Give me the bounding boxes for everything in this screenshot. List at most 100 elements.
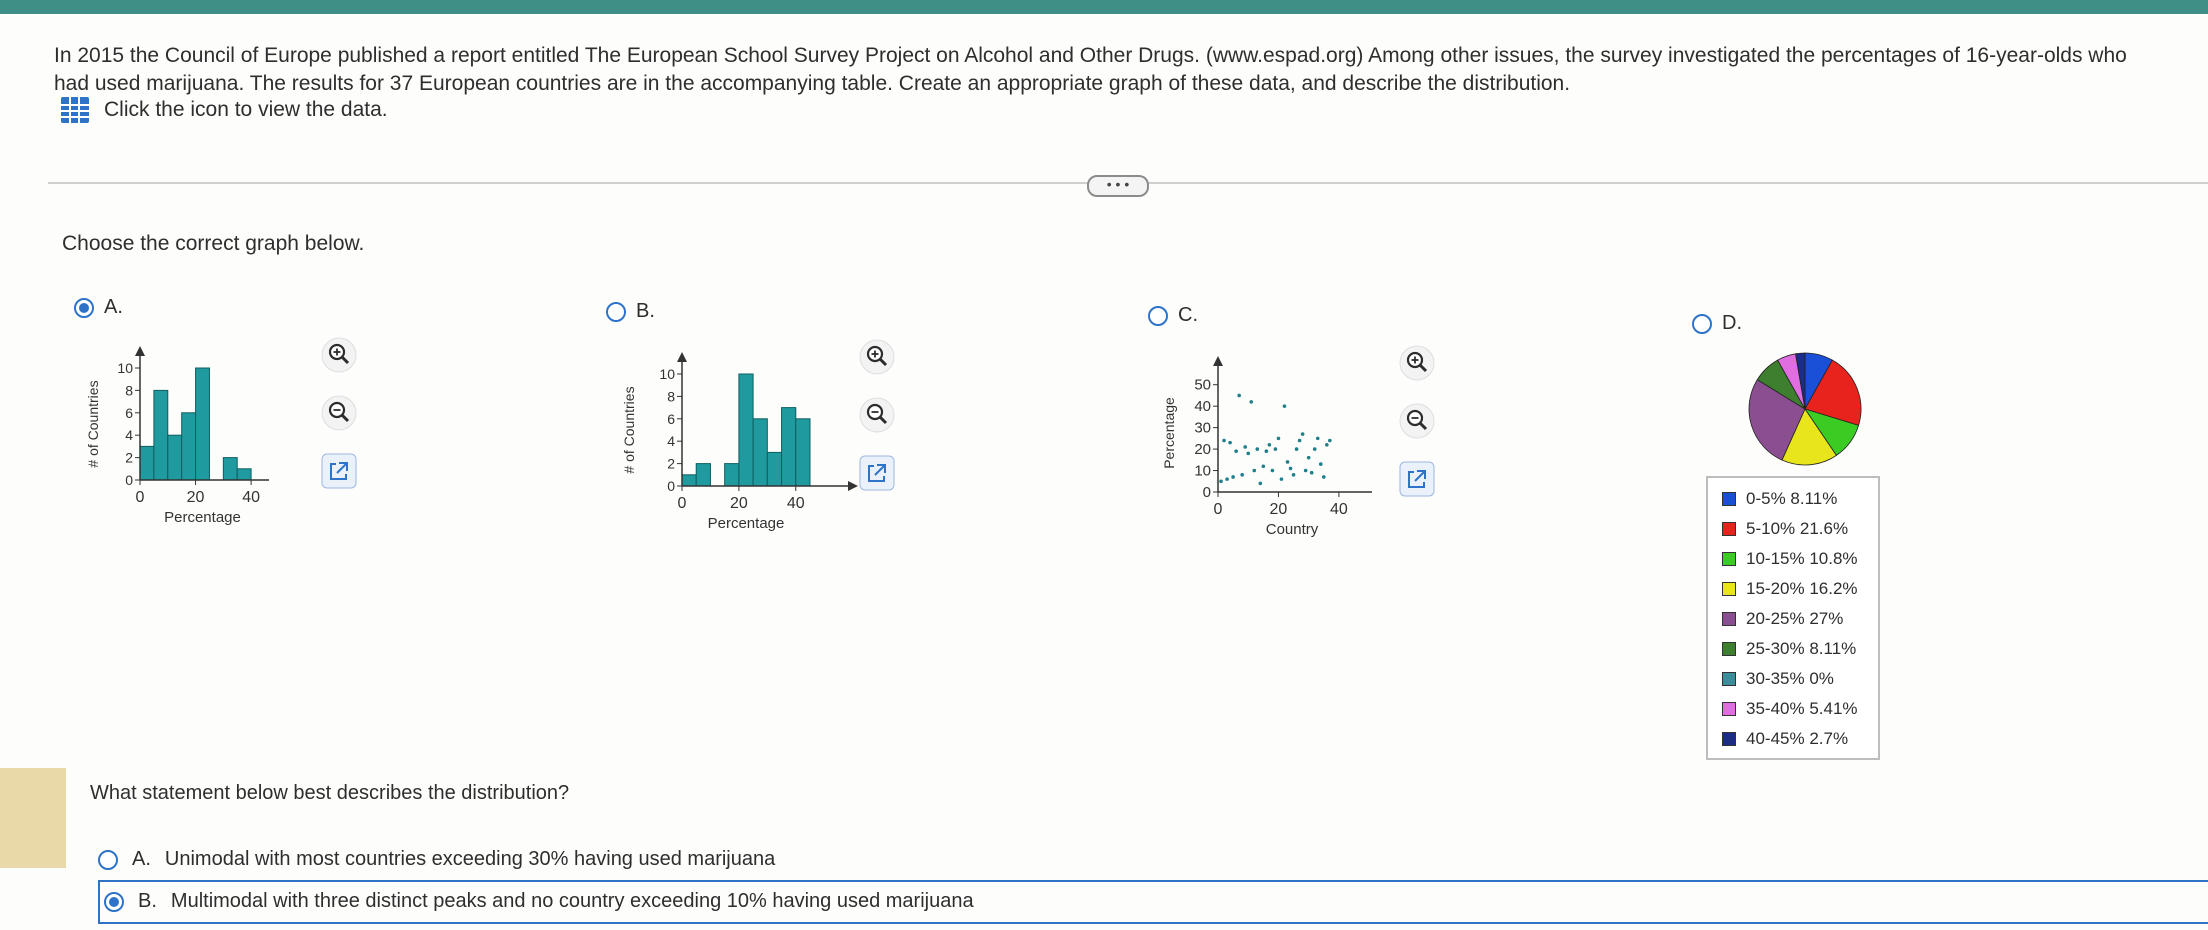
y-tick-label: 4 xyxy=(125,427,133,443)
icon-arrow xyxy=(336,462,348,474)
legend-label: 20-25% 27% xyxy=(1746,609,1844,628)
icon-box xyxy=(330,463,347,480)
scatter-point xyxy=(1234,449,1238,454)
zoom-out-icon[interactable] xyxy=(858,396,896,434)
histogram-bar xyxy=(752,418,768,487)
scatter-point xyxy=(1288,466,1293,471)
legend-item: 30-35% 0% xyxy=(1708,664,1878,694)
scatter-point xyxy=(1321,475,1326,479)
legend-item: 40-45% 2.7% xyxy=(1708,724,1878,754)
y-tick-label: 10 xyxy=(659,366,675,382)
zoom-in-icon[interactable] xyxy=(858,338,896,376)
icon-box xyxy=(1408,471,1425,488)
answer-b[interactable]: B. Multimodal with three distinct peaks … xyxy=(104,890,974,913)
legend-item: 0-5% 8.11% xyxy=(1708,484,1878,514)
x-tick-label: 20 xyxy=(187,489,205,506)
icon-handle xyxy=(340,355,350,365)
scatter-point xyxy=(1309,470,1314,475)
icon-arrow xyxy=(1414,470,1426,482)
view-data-link[interactable]: Click the icon to view the data. xyxy=(60,96,388,124)
icon-handle xyxy=(878,415,888,425)
y-tick-label: 50 xyxy=(1194,377,1211,394)
histogram-bar xyxy=(153,389,169,481)
y-axis-arrow xyxy=(677,352,687,362)
histogram-bar xyxy=(195,367,210,481)
x-tick-label: 20 xyxy=(1270,501,1288,518)
scatter-point xyxy=(1285,460,1290,464)
histogram-bar xyxy=(181,412,197,481)
y-tick-label: 4 xyxy=(667,433,675,449)
scatter-point xyxy=(1303,468,1308,473)
y-tick-label: 10 xyxy=(1194,463,1211,480)
table-icon[interactable] xyxy=(60,96,90,124)
x-axis-label: Percentage xyxy=(164,509,241,526)
option-c-label: C. xyxy=(1178,304,1198,326)
x-tick-label: 20 xyxy=(730,495,748,512)
x-tick-label: 40 xyxy=(787,495,805,512)
expand-more-button[interactable]: • • • xyxy=(1087,175,1149,197)
y-axis-label: # of Countries xyxy=(85,380,101,467)
zoom-out-icon[interactable] xyxy=(320,394,358,432)
answer-b-text: Multimodal with three distinct peaks and… xyxy=(170,890,974,912)
top-bar xyxy=(0,0,2208,14)
scatter-point xyxy=(1291,473,1296,477)
scatterplot-c: 0 10 20 30 40 50 0 20 40 Country Percentage xyxy=(1161,356,1372,538)
view-data-label[interactable]: Click the icon to view the data. xyxy=(104,98,388,121)
histogram-bar xyxy=(681,474,697,487)
open-external-icon[interactable] xyxy=(1398,460,1436,498)
option-c[interactable]: C. xyxy=(1148,304,1198,327)
legend-swatch xyxy=(1722,612,1736,626)
legend-item: 5-10% 21.6% xyxy=(1708,514,1878,544)
scatter-point xyxy=(1315,436,1320,441)
zoom-in-icon[interactable] xyxy=(1398,344,1436,382)
option-d-radio[interactable] xyxy=(1692,313,1712,334)
y-axis-label: Percentage xyxy=(1161,397,1177,469)
answer-b-radio[interactable] xyxy=(104,891,124,912)
open-external-icon[interactable] xyxy=(858,454,896,492)
histogram-bar xyxy=(766,451,783,487)
zoom-out-icon[interactable] xyxy=(1398,402,1436,440)
icon-handle xyxy=(1418,421,1428,431)
legend-label: 35-40% 5.41% xyxy=(1746,699,1858,718)
scatter-point xyxy=(1258,481,1263,486)
scatter-point xyxy=(1312,447,1317,451)
y-tick-label: 20 xyxy=(1194,441,1211,458)
x-axis-label: Percentage xyxy=(708,515,785,532)
y-tick-label: 0 xyxy=(1203,484,1211,501)
option-c-radio[interactable] xyxy=(1148,305,1168,326)
legend-label: 5-10% 21.6% xyxy=(1746,519,1849,538)
option-a[interactable]: A. xyxy=(74,296,123,319)
legend-item: 15-20% 16.2% xyxy=(1708,574,1878,604)
y-tick-label: 2 xyxy=(667,456,675,472)
option-b-label: B. xyxy=(636,300,655,322)
option-b-radio[interactable] xyxy=(606,301,626,322)
answer-b-highlight xyxy=(98,880,2208,924)
histogram-bar xyxy=(222,457,238,481)
scatter-point xyxy=(1297,438,1302,443)
option-d[interactable]: D. xyxy=(1692,312,1742,335)
x-axis-arrow xyxy=(848,481,858,491)
legend-swatch xyxy=(1722,582,1736,596)
legend-swatch xyxy=(1722,642,1736,656)
legend-label: 30-35% 0% xyxy=(1746,669,1834,688)
legend-item: 35-40% 5.41% xyxy=(1708,694,1878,724)
pie-chart-d xyxy=(1748,352,1862,466)
zoom-in-icon[interactable] xyxy=(320,336,358,374)
scatter-point xyxy=(1273,447,1278,451)
option-a-radio[interactable] xyxy=(74,297,94,318)
scatter-point xyxy=(1231,475,1235,479)
left-status-band xyxy=(0,768,66,868)
option-b[interactable]: B. xyxy=(606,300,655,323)
histogram-bar xyxy=(139,445,155,481)
answer-a[interactable]: A. Unimodal with most countries exceedin… xyxy=(98,848,775,871)
legend-label: 0-5% 8.11% xyxy=(1746,489,1838,508)
answer-a-radio[interactable] xyxy=(98,849,118,870)
y-tick-label: 0 xyxy=(125,472,133,488)
x-tick-label: 40 xyxy=(242,489,260,506)
histogram-bar xyxy=(795,418,811,487)
icon-box xyxy=(868,465,885,482)
y-tick-label: 10 xyxy=(117,360,133,376)
open-external-icon[interactable] xyxy=(320,452,358,490)
legend-swatch xyxy=(1722,492,1736,506)
pie-slice xyxy=(1748,379,1806,461)
